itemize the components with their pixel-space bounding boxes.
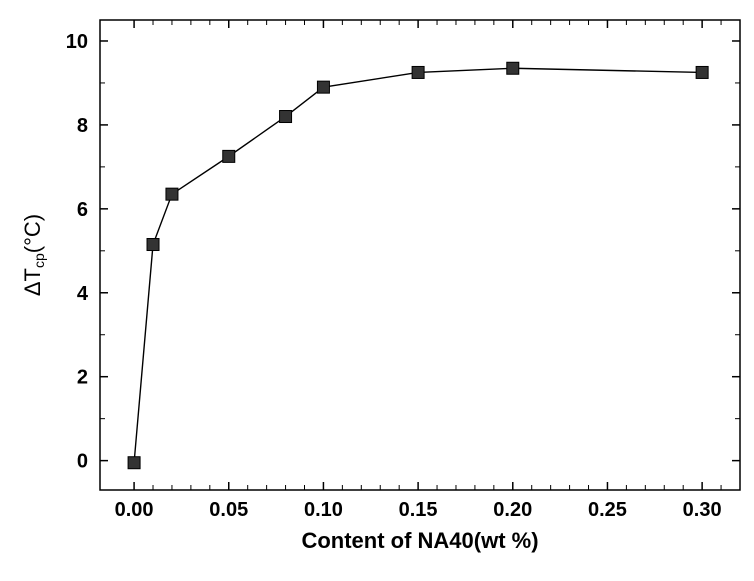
chart-bg [0,0,754,581]
series-marker [128,457,140,469]
series-marker [696,66,708,78]
x-tick-label: 0.25 [588,499,627,521]
x-tick-label: 0.00 [115,499,154,521]
x-tick-label: 0.05 [209,499,248,521]
series-marker [166,188,178,200]
y-tick-label: 4 [77,283,89,305]
delta-tcp-chart: 0.00 0.05 0.10 0.15 0.20 0.25 0.30 0 2 4 6 8 10 Conte… [0,0,754,581]
x-tick-label: 0.15 [399,499,438,521]
series-marker [147,239,159,251]
series-marker [317,81,329,93]
y-tick-label: 10 [66,31,88,53]
y-tick-label: 8 [77,115,88,137]
y-tick-label: 2 [77,367,88,389]
series-marker [280,111,292,123]
x-tick-label: 0.20 [493,499,532,521]
y-tick-label: 6 [77,199,88,221]
series-marker [223,150,235,162]
series-marker [412,66,424,78]
y-tick-label: 0 [77,451,88,473]
x-axis-label: Content of NA40(wt %) [301,528,538,553]
x-tick-label: 0.30 [683,499,722,521]
series-marker [507,62,519,74]
x-tick-label: 0.10 [304,499,343,521]
